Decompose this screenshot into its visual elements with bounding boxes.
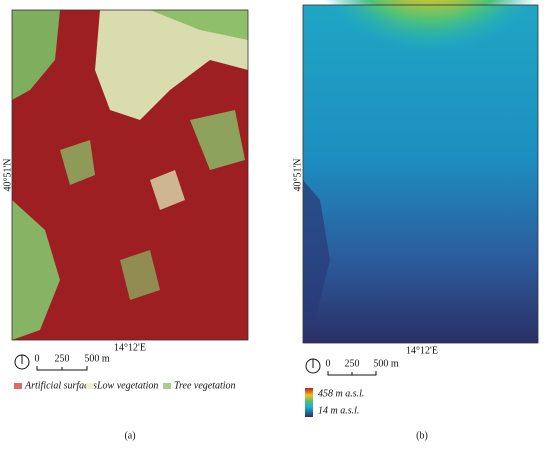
legend-swatch xyxy=(14,383,22,389)
scale-label: 0 xyxy=(326,358,331,369)
scale-label: 250 xyxy=(345,358,360,369)
latitude-label: 40°51'N xyxy=(2,158,13,191)
longitude-label: 14°12'E xyxy=(406,345,438,356)
colorbar-min-label: 14 m a.s.l. xyxy=(318,405,359,416)
scale-label: 500 m xyxy=(84,353,110,364)
legend-swatch xyxy=(86,383,94,389)
panel-caption: (a) xyxy=(124,430,135,441)
scale-bar xyxy=(327,371,377,376)
colorbar xyxy=(305,388,313,417)
legend-label: Low vegetation xyxy=(96,380,158,391)
scale-label: 250 xyxy=(55,353,70,364)
panel-caption: (b) xyxy=(416,430,428,441)
elevation-map xyxy=(302,0,540,344)
latitude-label: 40°51'N xyxy=(292,158,303,191)
north-arrow xyxy=(14,354,30,370)
land-cover-map xyxy=(11,9,249,341)
north-arrow xyxy=(305,358,321,374)
colorbar-max-label: 458 m a.s.l. xyxy=(318,388,364,399)
legend-label: Tree vegetation xyxy=(174,380,236,391)
scale-label: 500 m xyxy=(373,358,399,369)
legend-label: Artificial surfaces xyxy=(24,380,97,391)
legend: Artificial surfaces Low vegetation Tree ve… xyxy=(14,380,236,391)
scale-label: 0 xyxy=(35,353,40,364)
scale-bar xyxy=(36,366,88,371)
longitude-label: 14°12'E xyxy=(114,342,146,353)
legend-swatch xyxy=(163,383,171,389)
